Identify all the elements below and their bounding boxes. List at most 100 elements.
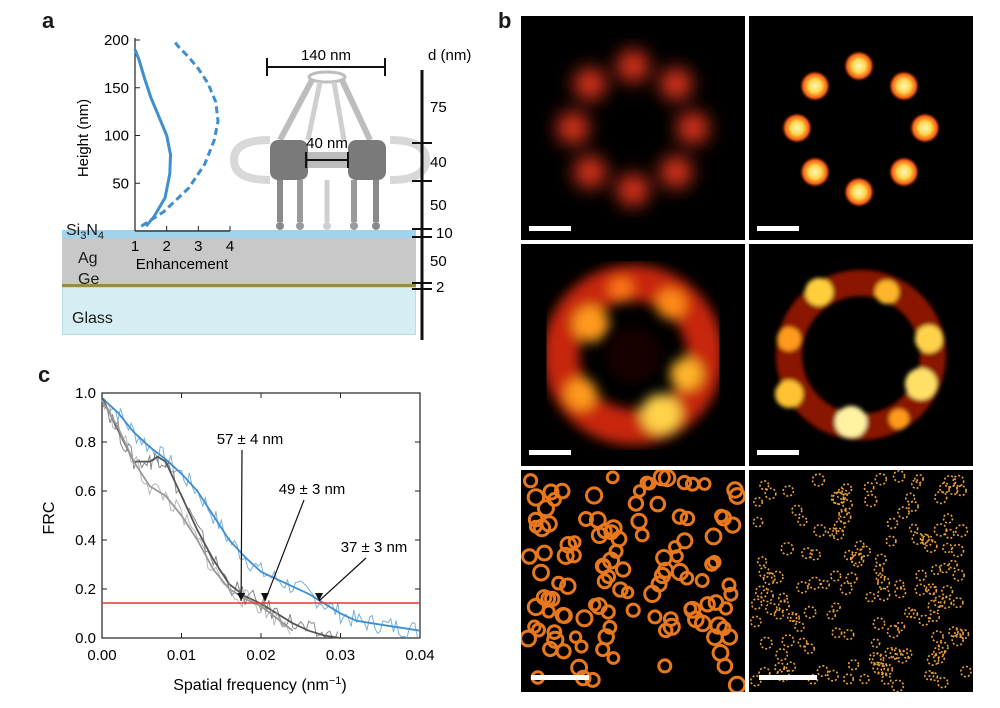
- structure-ring: [928, 671, 939, 682]
- structure-ring: [791, 504, 803, 516]
- structure-ring: [715, 509, 733, 527]
- layer-label-ag: Ag: [78, 250, 98, 267]
- structure-ring: [914, 583, 927, 596]
- nanostructure-diagram: 140 nm 40 nm: [230, 47, 430, 230]
- structure-ring: [875, 573, 886, 584]
- layer-label-glass: Glass: [72, 310, 113, 327]
- structure-ring: [881, 674, 892, 685]
- structure-ring: [808, 576, 822, 590]
- frc-smoothed-trace: [101, 397, 421, 632]
- structure-ring: [830, 491, 845, 505]
- frc-resolution-annotation: 37 ± 3 nm: [341, 539, 408, 556]
- structure-ring: [753, 496, 764, 507]
- structure-ring: [894, 579, 905, 590]
- image-field-of-view-b: [749, 470, 973, 692]
- structure-ring: [892, 470, 906, 483]
- scale-40nm: 40 nm: [306, 135, 348, 152]
- structure-ring: [718, 601, 734, 616]
- structure-ring: [843, 549, 855, 561]
- structure-ring: [849, 551, 863, 565]
- structure-ring: [526, 488, 546, 507]
- structure-ring: [542, 483, 560, 501]
- structure-ring: [585, 486, 604, 505]
- structure-ring: [845, 572, 858, 585]
- structure-ring: [911, 479, 922, 490]
- frc-raw-trace: [101, 403, 339, 640]
- structure-ring: [874, 472, 888, 486]
- structure-ring: [662, 611, 679, 628]
- structure-ring: [831, 602, 841, 612]
- structure-ring: [676, 474, 693, 491]
- frc-smoothed-trace: [101, 397, 341, 639]
- structure-ring: [933, 652, 946, 665]
- structure-ring: [649, 495, 667, 513]
- structure-ring: [939, 596, 953, 609]
- structure-ring: [948, 559, 958, 570]
- structure-ring: [840, 483, 853, 495]
- panel-b-label: b: [498, 8, 512, 33]
- structure-ring: [553, 482, 571, 500]
- structure-ring: [531, 622, 546, 638]
- structure-ring: [829, 570, 842, 582]
- structure-ring: [639, 475, 655, 490]
- structure-ring: [588, 598, 602, 612]
- structure-ring: [704, 556, 720, 572]
- structure-ring: [721, 577, 737, 593]
- structure-ring: [929, 611, 940, 623]
- structure-ring: [863, 481, 875, 493]
- structure-ring: [782, 485, 795, 497]
- structure-ring: [938, 482, 951, 494]
- structure-ring: [606, 651, 621, 665]
- structure-ring: [775, 648, 789, 662]
- structure-ring: [546, 624, 563, 641]
- y-tick-label: 50: [112, 175, 129, 192]
- structure-ring: [726, 481, 744, 499]
- structure-ring: [657, 658, 673, 674]
- enhancement-series-solid: [133, 49, 173, 228]
- ylabel-height: Height (nm): [75, 99, 92, 177]
- structure-ring: [614, 561, 632, 578]
- structure-ring: [842, 499, 853, 510]
- panel-a-label: a: [42, 8, 55, 33]
- structure-ring: [709, 616, 728, 635]
- structure-ring: [850, 553, 865, 568]
- structure-ring: [948, 626, 959, 638]
- structure-ring: [930, 564, 942, 576]
- structure-ring: [950, 543, 965, 558]
- annotation-arrow: [318, 557, 367, 602]
- structure-ring: [625, 602, 641, 618]
- frc-resolution-annotation: 49 ± 3 nm: [279, 481, 346, 498]
- structure-ring: [749, 615, 762, 628]
- si3n4-layer: [62, 230, 416, 238]
- structure-ring: [536, 544, 553, 562]
- x-tick-label: 0.00: [87, 647, 116, 664]
- structure-ring: [816, 665, 829, 678]
- structure-ring: [886, 624, 901, 639]
- structure-ring: [595, 641, 611, 658]
- structure-ring: [727, 675, 745, 692]
- structure-ring: [803, 605, 817, 619]
- structure-ring: [895, 650, 910, 664]
- structure-ring: [885, 535, 897, 547]
- structure-ring: [803, 643, 816, 655]
- structure-ring: [854, 540, 865, 551]
- structure-ring: [723, 586, 739, 602]
- structure-ring: [699, 596, 716, 613]
- xlabel-spatial-frequency: Spatial frequency (nm−1): [173, 675, 347, 694]
- structure-ring: [941, 585, 954, 598]
- frc-resolution-annotation: 57 ± 4 nm: [217, 431, 284, 448]
- structure-ring: [568, 630, 583, 644]
- structure-ring: [650, 575, 668, 593]
- structure-ring: [915, 569, 927, 582]
- structure-ring: [914, 473, 924, 484]
- annotation-arrow: [240, 449, 243, 601]
- structure-ring: [759, 480, 770, 491]
- structure-ring: [833, 520, 846, 532]
- structure-ring: [612, 581, 629, 598]
- structure-ring: [554, 606, 572, 624]
- structure-ring: [837, 510, 852, 524]
- structure-ring: [546, 492, 562, 507]
- structure-ring: [536, 499, 555, 518]
- structure-ring: [895, 621, 906, 632]
- structure-ring: [601, 569, 616, 585]
